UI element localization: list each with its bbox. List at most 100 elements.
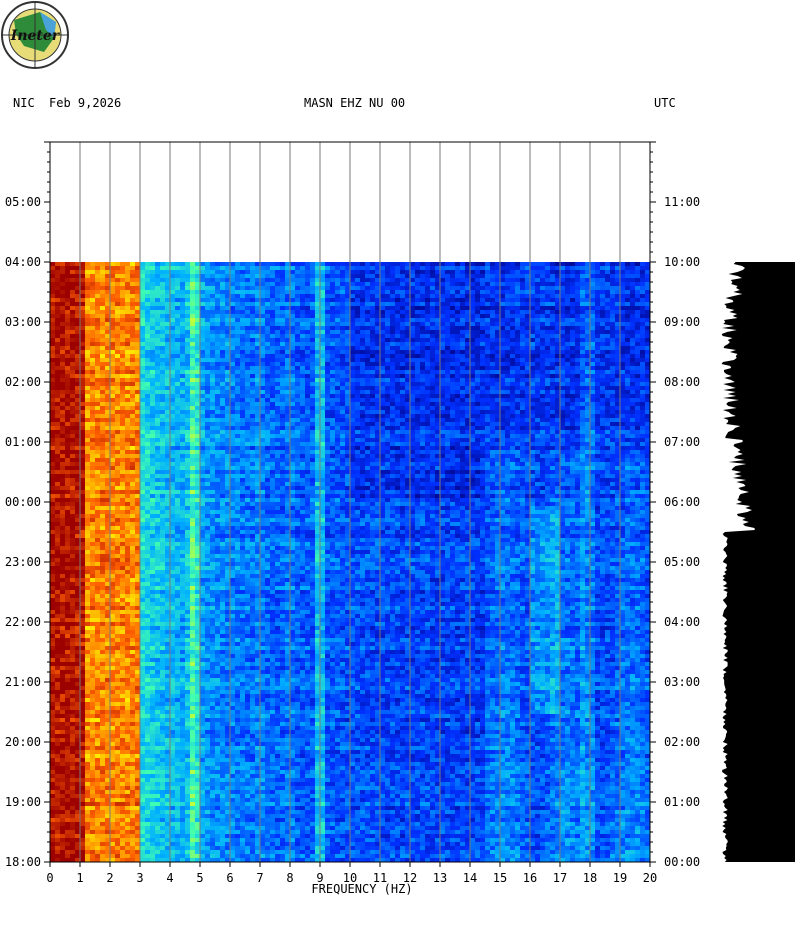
- heatmap-cell: [225, 278, 230, 282]
- heatmap-cell: [625, 330, 630, 334]
- heatmap-cell: [495, 278, 500, 282]
- heatmap-cell: [570, 398, 575, 402]
- heatmap-cell: [360, 282, 365, 286]
- heatmap-cell: [450, 266, 455, 270]
- heatmap-cell: [375, 330, 380, 334]
- heatmap-cell: [265, 310, 270, 314]
- heatmap-cell: [390, 302, 395, 306]
- heatmap-cell: [380, 302, 385, 306]
- heatmap-cell: [545, 322, 550, 326]
- heatmap-cell: [195, 298, 200, 302]
- heatmap-cell: [350, 414, 355, 418]
- heatmap-cell: [405, 326, 410, 330]
- heatmap-cell: [110, 290, 115, 294]
- heatmap-cell: [525, 338, 530, 342]
- heatmap-cell: [270, 274, 275, 278]
- heatmap-cell: [255, 298, 260, 302]
- heatmap-cell: [290, 282, 295, 286]
- heatmap-cell: [415, 358, 420, 362]
- heatmap-cell: [65, 398, 70, 402]
- heatmap-cell: [620, 382, 625, 386]
- heatmap-cell: [565, 318, 570, 322]
- heatmap-cell: [635, 406, 640, 410]
- heatmap-cell: [295, 414, 300, 418]
- heatmap-cell: [220, 342, 225, 346]
- heatmap-cell: [275, 322, 280, 326]
- heatmap-cell: [505, 334, 510, 338]
- heatmap-cell: [390, 422, 395, 426]
- heatmap-cell: [240, 262, 245, 266]
- heatmap-cell: [185, 282, 190, 286]
- heatmap-cell: [270, 342, 275, 346]
- heatmap-cell: [355, 382, 360, 386]
- heatmap-cell: [205, 302, 210, 306]
- heatmap-cell: [150, 370, 155, 374]
- heatmap-cell: [555, 314, 560, 318]
- heatmap-cell: [640, 346, 645, 350]
- heatmap-cell: [515, 382, 520, 386]
- heatmap-cell: [500, 422, 505, 426]
- heatmap-cell: [590, 382, 595, 386]
- heatmap-cell: [165, 294, 170, 298]
- heatmap-cell: [470, 290, 475, 294]
- heatmap-cell: [560, 394, 565, 398]
- heatmap-cell: [440, 346, 445, 350]
- heatmap-cell: [520, 406, 525, 410]
- heatmap-cell: [340, 410, 345, 414]
- heatmap-cell: [305, 350, 310, 354]
- heatmap-cell: [605, 274, 610, 278]
- heatmap-cell: [555, 266, 560, 270]
- heatmap-cell: [80, 286, 85, 290]
- heatmap-cell: [490, 382, 495, 386]
- heatmap-cell: [475, 274, 480, 278]
- heatmap-cell: [540, 314, 545, 318]
- heatmap-cell: [475, 318, 480, 322]
- heatmap-cell: [295, 270, 300, 274]
- heatmap-cell: [620, 290, 625, 294]
- heatmap-cell: [460, 374, 465, 378]
- heatmap-cell: [345, 266, 350, 270]
- heatmap-cell: [590, 350, 595, 354]
- heatmap-cell: [60, 306, 65, 310]
- heatmap-cell: [465, 386, 470, 390]
- heatmap-cell: [125, 266, 130, 270]
- heatmap-cell: [450, 406, 455, 410]
- heatmap-cell: [105, 378, 110, 382]
- heatmap-cell: [525, 374, 530, 378]
- heatmap-cell: [245, 426, 250, 430]
- heatmap-cell: [345, 290, 350, 294]
- heatmap-cell: [225, 390, 230, 394]
- heatmap-cell: [585, 310, 590, 314]
- heatmap-cell: [525, 286, 530, 290]
- heatmap-cell: [135, 374, 140, 378]
- heatmap-cell: [495, 382, 500, 386]
- heatmap-cell: [185, 390, 190, 394]
- heatmap-cell: [130, 402, 135, 406]
- heatmap-cell: [65, 374, 70, 378]
- heatmap-cell: [490, 330, 495, 334]
- heatmap-cell: [435, 338, 440, 342]
- heatmap-cell: [615, 310, 620, 314]
- heatmap-cell: [445, 286, 450, 290]
- heatmap-cell: [420, 342, 425, 346]
- heatmap-cell: [560, 342, 565, 346]
- heatmap-cell: [645, 378, 650, 382]
- heatmap-cell: [215, 322, 220, 326]
- heatmap-cell: [405, 294, 410, 298]
- heatmap-cell: [515, 422, 520, 426]
- heatmap-cell: [345, 342, 350, 346]
- heatmap-cell: [645, 282, 650, 286]
- heatmap-cell: [430, 278, 435, 282]
- heatmap-cell: [480, 266, 485, 270]
- heatmap-cell: [440, 350, 445, 354]
- heatmap-cell: [90, 402, 95, 406]
- heatmap-cell: [495, 294, 500, 298]
- heatmap-cell: [425, 270, 430, 274]
- heatmap-cell: [535, 286, 540, 290]
- heatmap-cell: [580, 386, 585, 390]
- heatmap-cell: [630, 262, 635, 266]
- heatmap-cell: [465, 314, 470, 318]
- heatmap-cell: [510, 346, 515, 350]
- heatmap-cell: [620, 370, 625, 374]
- heatmap-cell: [305, 302, 310, 306]
